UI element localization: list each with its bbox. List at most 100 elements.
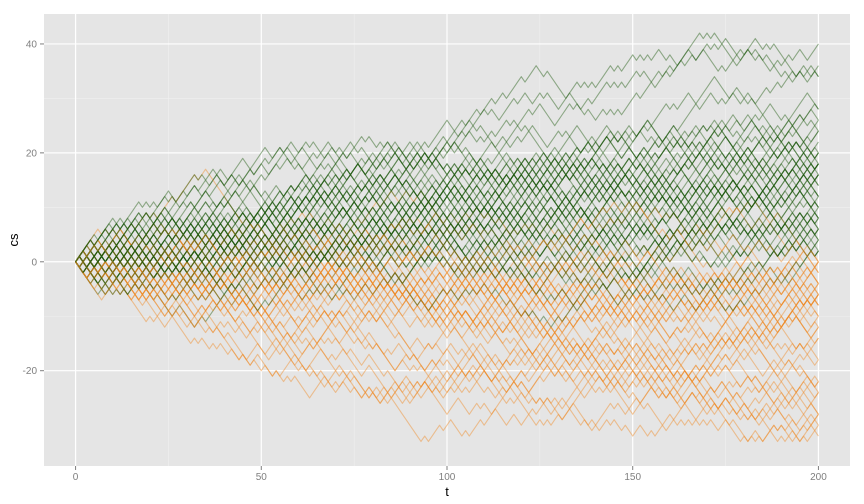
random-walk-line-64 bbox=[75, 228, 819, 355]
random-walk-line-93 bbox=[75, 163, 819, 312]
random-walk-line-98 bbox=[75, 255, 819, 415]
random-walk-line-30 bbox=[75, 212, 819, 306]
random-walk-line-5 bbox=[75, 201, 819, 279]
random-walk-line-4 bbox=[75, 125, 819, 279]
random-walk-line-77 bbox=[75, 228, 819, 328]
y-tick-label: 20 bbox=[26, 148, 38, 159]
random-walk-line-95 bbox=[75, 174, 819, 279]
random-walk-line-1 bbox=[75, 255, 819, 383]
y-tick-label: 40 bbox=[26, 39, 38, 50]
random-walk-line-26 bbox=[75, 163, 819, 274]
random-walk-line-61 bbox=[75, 201, 819, 279]
random-walk-line-40 bbox=[75, 206, 819, 301]
random-walk-line-28 bbox=[75, 163, 819, 290]
random-walk-line-38 bbox=[75, 146, 819, 274]
random-walk-line-47 bbox=[75, 255, 819, 421]
random-walk-line-9 bbox=[75, 255, 819, 399]
random-walk-line-19 bbox=[75, 212, 819, 290]
random-walk-line-87 bbox=[75, 92, 819, 263]
random-walk-line-32 bbox=[75, 261, 819, 323]
random-walk-line-57 bbox=[75, 223, 819, 323]
random-walk-line-63 bbox=[75, 163, 819, 263]
random-walk-line-29 bbox=[75, 244, 819, 383]
random-walk-line-88 bbox=[75, 70, 819, 268]
random-walk-line-71 bbox=[75, 152, 819, 285]
random-walk-line-13 bbox=[75, 43, 819, 268]
random-walk-line-17 bbox=[75, 135, 819, 290]
random-walk-line-81 bbox=[75, 114, 819, 263]
random-walk-line-2 bbox=[75, 184, 819, 296]
y-axis-ticks: -20 0 20 40 bbox=[23, 39, 44, 377]
random-walk-line-84 bbox=[75, 217, 819, 301]
random-walk-line-49 bbox=[75, 234, 819, 334]
random-walk-line-50 bbox=[75, 130, 819, 296]
random-walk-line-72 bbox=[75, 174, 819, 274]
random-walk-line-27 bbox=[75, 244, 819, 312]
x-axis-ticks: 0 50 100 150 200 bbox=[73, 466, 827, 483]
x-tick-label: 200 bbox=[810, 472, 827, 483]
random-walk-line-90 bbox=[75, 201, 819, 290]
random-walk-line-94 bbox=[75, 37, 819, 263]
random-walk-line-92 bbox=[75, 212, 819, 306]
random-walk-line-56 bbox=[75, 135, 819, 279]
random-walk-line-34 bbox=[75, 135, 819, 290]
random-walk-line-10 bbox=[75, 223, 819, 339]
random-walk-line-69 bbox=[75, 250, 819, 399]
random-walk-line-73 bbox=[75, 141, 819, 274]
random-walk-line-67 bbox=[75, 119, 819, 263]
random-walk-line-59 bbox=[75, 168, 819, 328]
random-walk-line-6 bbox=[75, 135, 819, 285]
random-walk-line-41 bbox=[75, 228, 819, 415]
random-walk-line-16 bbox=[75, 108, 819, 290]
random-walk-line-18 bbox=[75, 239, 819, 410]
random-walk-line-53 bbox=[75, 201, 819, 279]
x-tick-label: 150 bbox=[624, 472, 641, 483]
y-axis-title: cs bbox=[6, 233, 21, 247]
random-walk-line-58 bbox=[75, 141, 819, 301]
random-walk-line-68 bbox=[75, 174, 819, 296]
random-walk-line-82 bbox=[75, 157, 819, 285]
random-walk-line-55 bbox=[75, 157, 819, 290]
random-walk-line-3 bbox=[75, 244, 819, 328]
random-walk-line-66 bbox=[75, 250, 819, 443]
x-axis-title: t bbox=[445, 484, 449, 499]
random-walk-line-62 bbox=[75, 255, 819, 443]
random-walk-line-12 bbox=[75, 135, 819, 328]
random-walk-line-51 bbox=[75, 190, 819, 295]
random-walk-line-25 bbox=[75, 261, 819, 345]
random-walk-line-48 bbox=[75, 250, 819, 421]
random-walk-line-8 bbox=[75, 152, 819, 290]
random-walk-line-11 bbox=[75, 250, 819, 328]
random-walk-line-65 bbox=[75, 201, 819, 296]
random-walk-line-44 bbox=[75, 184, 819, 285]
random-walk-line-31 bbox=[75, 228, 819, 345]
random-walk-line-75 bbox=[75, 195, 819, 268]
random-walk-line-85 bbox=[75, 179, 819, 263]
random-walk-line-89 bbox=[75, 201, 819, 274]
random-walk-line-74 bbox=[75, 174, 819, 268]
random-walk-line-7 bbox=[75, 234, 819, 399]
random-walk-line-15 bbox=[75, 152, 819, 279]
random-walk-line-60 bbox=[75, 195, 819, 279]
x-tick-label: 0 bbox=[73, 472, 79, 483]
random-walk-line-70 bbox=[75, 168, 819, 274]
random-walk-line-45 bbox=[75, 239, 819, 426]
random-walk-line-24 bbox=[75, 86, 819, 268]
random-walk-line-20 bbox=[75, 234, 819, 339]
random-walk-line-54 bbox=[75, 223, 819, 296]
random-walk-line-23 bbox=[75, 239, 819, 350]
random-walk-line-76 bbox=[75, 119, 819, 274]
random-walk-line-39 bbox=[75, 228, 819, 296]
random-walk-lines bbox=[75, 32, 819, 443]
random-walk-line-78 bbox=[75, 125, 819, 274]
random-walk-line-52 bbox=[75, 261, 819, 432]
x-tick-label: 100 bbox=[439, 472, 456, 483]
y-tick-label: 0 bbox=[31, 257, 37, 268]
y-tick-label: -20 bbox=[23, 366, 38, 377]
random-walk-line-99 bbox=[75, 228, 819, 312]
random-walk-line-97 bbox=[75, 163, 819, 290]
random-walk-line-43 bbox=[75, 239, 819, 339]
random-walk-line-96 bbox=[75, 234, 819, 323]
random-walk-line-36 bbox=[75, 163, 819, 279]
